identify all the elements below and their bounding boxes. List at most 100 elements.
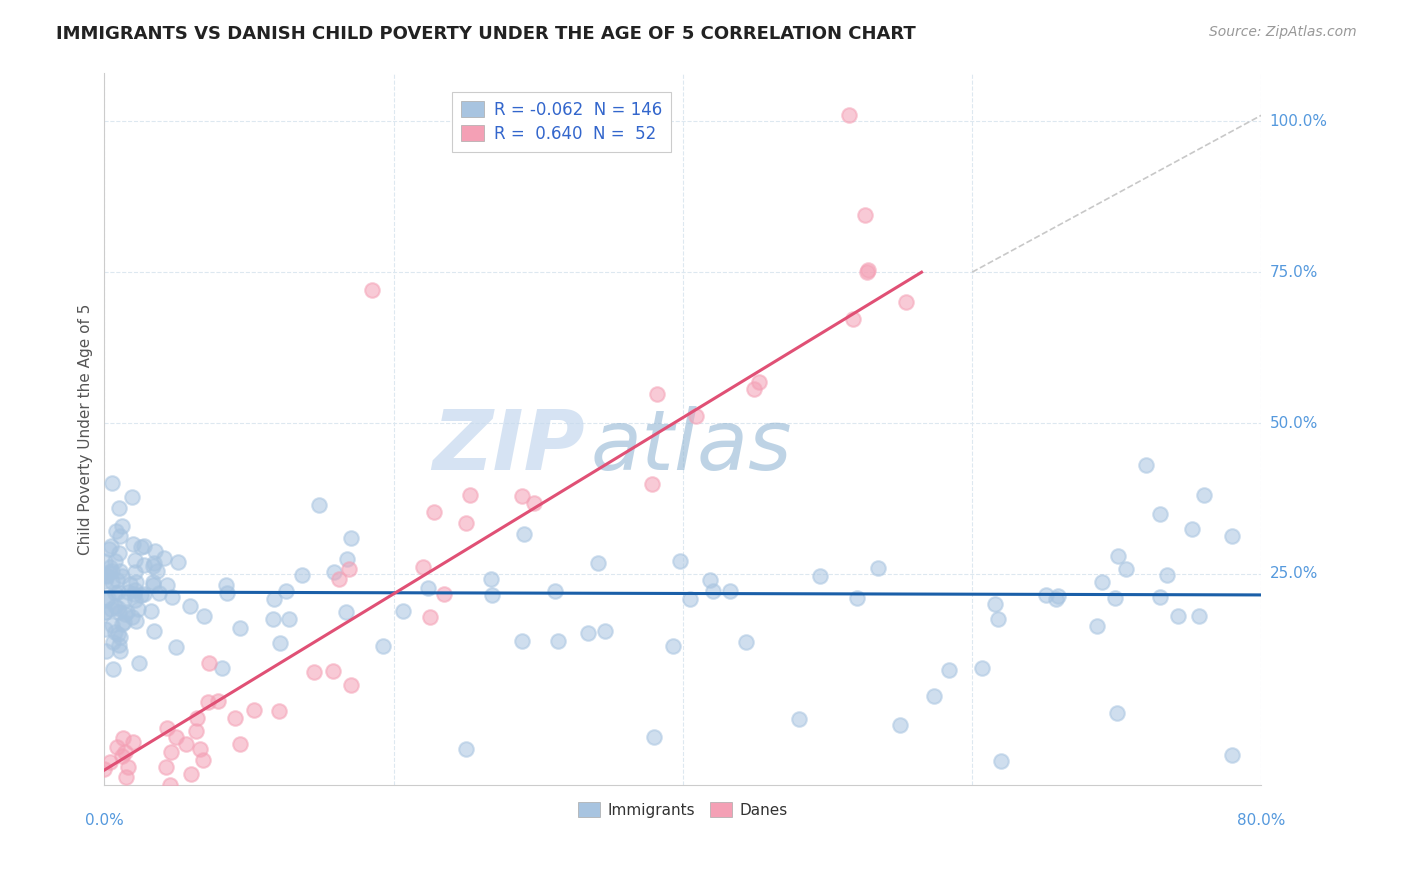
Point: [117, 760, 139, 774]
Point: [685, 409, 707, 424]
Point: [1156, 568, 1178, 582]
Point: [229, 738, 252, 752]
Point: [643, 730, 665, 744]
Point: [167, 555, 190, 569]
Point: [340, 678, 363, 692]
Point: [576, 625, 599, 640]
Point: [94, 593, 117, 607]
Point: [97, 566, 120, 580]
Point: [699, 573, 721, 587]
Point: [121, 610, 143, 624]
Point: [593, 624, 616, 638]
Point: [93, 605, 115, 619]
Point: [96, 568, 118, 582]
Point: [97, 591, 120, 605]
Point: [645, 386, 668, 401]
Point: [416, 581, 439, 595]
Point: [121, 490, 143, 504]
Point: [107, 638, 129, 652]
Point: [121, 536, 143, 550]
Point: [510, 489, 533, 503]
Point: [193, 609, 215, 624]
Point: [228, 621, 250, 635]
Point: [124, 592, 146, 607]
Point: [718, 584, 741, 599]
Point: [262, 611, 284, 625]
Point: [1149, 507, 1171, 521]
Point: [101, 662, 124, 676]
Point: [132, 558, 155, 573]
Point: [112, 615, 135, 630]
Point: [1105, 706, 1128, 720]
Point: [142, 559, 165, 574]
Point: [94, 574, 117, 588]
Point: [1135, 458, 1157, 473]
Point: [1188, 609, 1211, 624]
Point: [162, 590, 184, 604]
Point: [94, 554, 117, 568]
Point: [984, 597, 1007, 611]
Point: [263, 592, 285, 607]
Point: [101, 634, 124, 648]
Y-axis label: Child Poverty Under the Age of 5: Child Poverty Under the Age of 5: [79, 303, 93, 555]
Point: [134, 587, 156, 601]
Point: [669, 554, 692, 568]
Point: [132, 539, 155, 553]
Point: [412, 559, 434, 574]
Point: [142, 556, 165, 570]
Point: [742, 383, 765, 397]
Point: [100, 601, 122, 615]
Point: [108, 529, 131, 543]
Point: [128, 656, 150, 670]
Point: [142, 574, 165, 589]
Point: [188, 742, 211, 756]
Point: [1035, 588, 1057, 602]
Point: [419, 610, 441, 624]
Point: [117, 606, 139, 620]
Point: [108, 546, 131, 560]
Point: [107, 585, 129, 599]
Point: [734, 635, 756, 649]
Point: [100, 539, 122, 553]
Point: [156, 577, 179, 591]
Point: [122, 735, 145, 749]
Point: [156, 721, 179, 735]
Point: [924, 690, 946, 704]
Point: [110, 630, 132, 644]
Point: [111, 518, 134, 533]
Point: [224, 711, 246, 725]
Point: [392, 605, 415, 619]
Point: [179, 599, 201, 614]
Point: [101, 574, 124, 589]
Point: [679, 592, 702, 607]
Point: [105, 573, 128, 587]
Point: [118, 576, 141, 591]
Point: [165, 640, 187, 654]
Point: [104, 624, 127, 639]
Point: [291, 568, 314, 582]
Point: [858, 262, 880, 277]
Point: [277, 611, 299, 625]
Point: [972, 661, 994, 675]
Point: [97, 542, 120, 557]
Point: [180, 767, 202, 781]
Point: [838, 108, 860, 122]
Text: 0.0%: 0.0%: [84, 813, 124, 828]
Legend: Immigrants, Danes: Immigrants, Danes: [572, 796, 793, 824]
Point: [336, 552, 359, 566]
Point: [146, 564, 169, 578]
Point: [1104, 591, 1126, 605]
Point: [98, 559, 121, 574]
Point: [454, 516, 477, 531]
Point: [129, 541, 152, 555]
Point: [787, 712, 810, 726]
Point: [510, 634, 533, 648]
Point: [104, 554, 127, 568]
Point: [1046, 589, 1069, 603]
Point: [125, 614, 148, 628]
Point: [217, 586, 239, 600]
Point: [460, 488, 482, 502]
Point: [139, 604, 162, 618]
Point: [101, 618, 124, 632]
Text: 80.0%: 80.0%: [1237, 813, 1285, 828]
